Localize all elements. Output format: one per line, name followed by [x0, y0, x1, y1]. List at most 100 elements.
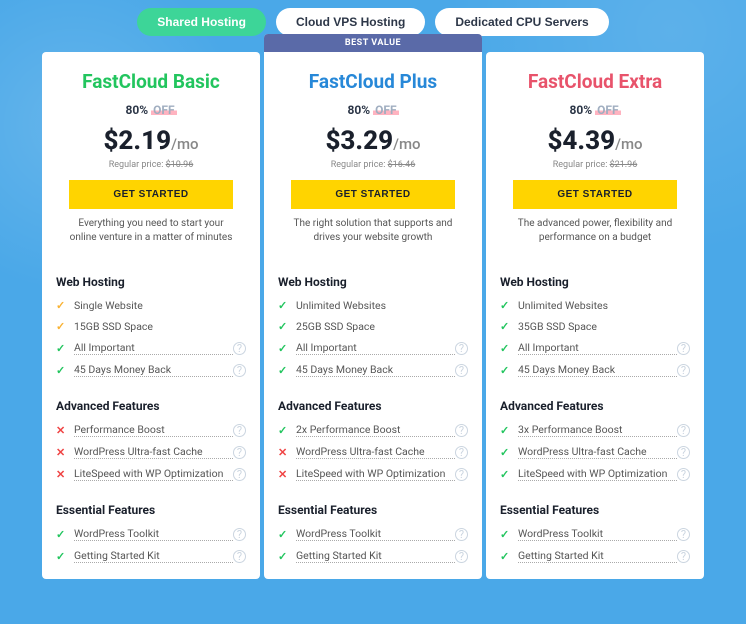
- check-icon: ✓: [278, 320, 290, 333]
- section-title: Essential Features: [56, 503, 246, 517]
- feature-text: WordPress Toolkit: [296, 527, 455, 541]
- feature-row: ✓ 3x Performance Boost?: [500, 419, 690, 441]
- info-icon[interactable]: ?: [677, 446, 690, 459]
- plan-title: FastCloud Extra: [500, 70, 690, 93]
- info-icon[interactable]: ?: [233, 342, 246, 355]
- discount-badge: 80% OFF: [569, 103, 620, 117]
- check-icon: ✓: [56, 550, 68, 563]
- check-icon: ✓: [278, 299, 290, 312]
- get-started-button[interactable]: GET STARTED: [291, 180, 454, 209]
- feature-text: Getting Started Kit: [74, 549, 233, 563]
- section-title: Essential Features: [500, 503, 690, 517]
- info-icon[interactable]: ?: [455, 528, 468, 541]
- feature-row: ✓ Getting Started Kit?: [56, 545, 246, 567]
- tab-cloud-vps-hosting[interactable]: Cloud VPS Hosting: [276, 8, 425, 36]
- feature-section: Essential Features✓WordPress Toolkit?✓Ge…: [264, 487, 482, 569]
- plan-card: BEST VALUEFastCloud Plus80% OFF$3.29/moR…: [264, 34, 482, 579]
- section-title: Essential Features: [278, 503, 468, 517]
- tab-dedicated-cpu-servers[interactable]: Dedicated CPU Servers: [435, 8, 608, 36]
- feature-row: ✓WordPress Ultra-fast Cache?: [500, 441, 690, 463]
- x-icon: ✕: [278, 446, 290, 459]
- feature-text: Unlimited Websites: [296, 299, 468, 312]
- feature-text: Performance Boost: [74, 423, 233, 437]
- feature-text: 35GB SSD Space: [518, 320, 690, 333]
- check-icon: ✓: [56, 528, 68, 541]
- regular-price: Regular price: $21.96: [500, 160, 690, 170]
- check-icon: ✓: [500, 468, 512, 481]
- info-icon[interactable]: ?: [455, 424, 468, 437]
- feature-row: ✓45 Days Money Back?: [278, 359, 468, 381]
- info-icon[interactable]: ?: [677, 528, 690, 541]
- feature-text: 15GB SSD Space: [74, 320, 246, 333]
- get-started-button[interactable]: GET STARTED: [69, 180, 232, 209]
- feature-text: 3x Performance Boost: [518, 423, 677, 437]
- feature-row: ✕LiteSpeed with WP Optimization?: [278, 463, 468, 485]
- check-icon: ✓: [500, 446, 512, 459]
- info-icon[interactable]: ?: [455, 468, 468, 481]
- tab-shared-hosting[interactable]: Shared Hosting: [137, 8, 266, 36]
- x-icon: ✕: [56, 446, 68, 459]
- check-icon: ✓: [500, 299, 512, 312]
- info-icon[interactable]: ?: [233, 446, 246, 459]
- info-icon[interactable]: ?: [455, 364, 468, 377]
- feature-row: ✓All Important?: [500, 337, 690, 359]
- check-icon: ✓: [500, 528, 512, 541]
- info-icon[interactable]: ?: [455, 342, 468, 355]
- info-icon[interactable]: ?: [233, 364, 246, 377]
- feature-row: ✓ Unlimited Websites: [278, 295, 468, 316]
- info-icon[interactable]: ?: [677, 364, 690, 377]
- feature-row: ✓ Unlimited Websites: [500, 295, 690, 316]
- plan-price: $2.19: [103, 126, 171, 156]
- feature-row: ✓Getting Started Kit?: [500, 545, 690, 567]
- feature-text: All Important: [74, 341, 233, 355]
- section-title: Web Hosting: [500, 275, 690, 289]
- section-title: Advanced Features: [56, 399, 246, 413]
- feature-row: ✓45 Days Money Back?: [56, 359, 246, 381]
- star-icon: ✓: [56, 320, 68, 333]
- feature-section: Advanced Features✓2x Performance Boost?✕…: [264, 383, 482, 487]
- feature-text: LiteSpeed with WP Optimization: [518, 467, 677, 481]
- plan-price: $4.39: [547, 126, 615, 156]
- feature-section: Advanced Features✕Performance Boost?✕Wor…: [42, 383, 260, 487]
- check-icon: ✓: [278, 528, 290, 541]
- feature-text: Unlimited Websites: [518, 299, 690, 312]
- feature-row: ✓All Important?: [56, 337, 246, 359]
- feature-section: Advanced Features✓3x Performance Boost?✓…: [486, 383, 704, 487]
- info-icon[interactable]: ?: [455, 446, 468, 459]
- info-icon[interactable]: ?: [233, 528, 246, 541]
- info-icon[interactable]: ?: [233, 468, 246, 481]
- check-icon: ✓: [500, 424, 512, 437]
- info-icon[interactable]: ?: [233, 424, 246, 437]
- feature-row: ✓ WordPress Toolkit?: [278, 523, 468, 545]
- check-icon: ✓: [500, 342, 512, 355]
- feature-row: ✓45 Days Money Back?: [500, 359, 690, 381]
- pricing-plans: FastCloud Basic80% OFF$2.19/moRegular pr…: [0, 52, 746, 579]
- feature-text: 25GB SSD Space: [296, 320, 468, 333]
- feature-row: ✓All Important?: [278, 337, 468, 359]
- regular-price: Regular price: $10.96: [56, 160, 246, 170]
- feature-text: 45 Days Money Back: [74, 363, 233, 377]
- feature-row: ✓Getting Started Kit?: [278, 545, 468, 567]
- feature-text: 45 Days Money Back: [518, 363, 677, 377]
- feature-section: Web Hosting✓Unlimited Websites✓35GB SSD …: [486, 259, 704, 383]
- feature-row: ✕LiteSpeed with WP Optimization?: [56, 463, 246, 485]
- feature-row: ✕WordPress Ultra-fast Cache?: [56, 441, 246, 463]
- best-value-badge: BEST VALUE: [264, 34, 482, 52]
- info-icon[interactable]: ?: [677, 550, 690, 563]
- get-started-button[interactable]: GET STARTED: [513, 180, 676, 209]
- info-icon[interactable]: ?: [677, 424, 690, 437]
- info-icon[interactable]: ?: [677, 468, 690, 481]
- info-icon[interactable]: ?: [455, 550, 468, 563]
- info-icon[interactable]: ?: [233, 550, 246, 563]
- feature-text: Single Website: [74, 299, 246, 312]
- section-title: Web Hosting: [278, 275, 468, 289]
- feature-text: WordPress Toolkit: [518, 527, 677, 541]
- plan-card: FastCloud Basic80% OFF$2.19/moRegular pr…: [42, 52, 260, 579]
- feature-row: ✓35GB SSD Space: [500, 316, 690, 337]
- feature-text: 2x Performance Boost: [296, 423, 455, 437]
- info-icon[interactable]: ?: [677, 342, 690, 355]
- check-icon: ✓: [278, 550, 290, 563]
- plan-card: FastCloud Extra 80% OFF $4.39/mo Regular pr…: [486, 52, 704, 579]
- plan-period: /mo: [615, 135, 642, 153]
- section-title: Advanced Features: [278, 399, 468, 413]
